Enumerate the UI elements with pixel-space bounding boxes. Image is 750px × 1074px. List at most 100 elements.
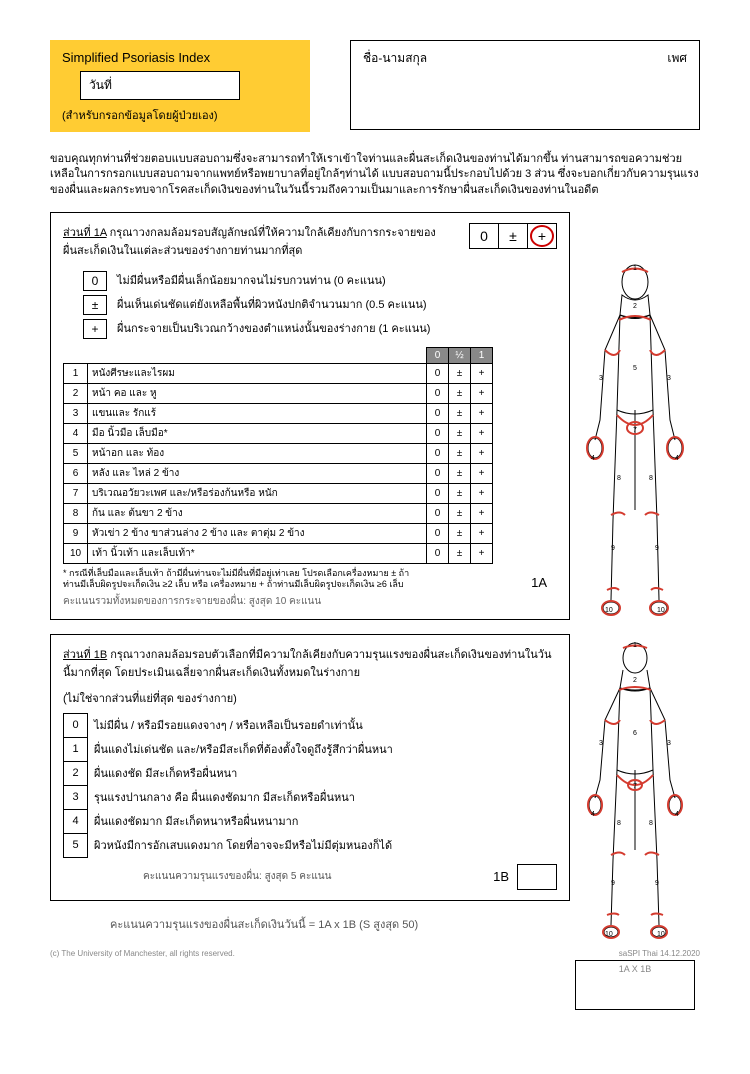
body-diagram-front: 12 33 44 57 88 99 1010 — [575, 260, 695, 625]
intro-text: ขอบคุณทุกท่านที่ช่วยตอบแบบสอบถามซึ่งจะสา… — [50, 152, 700, 198]
svg-text:8: 8 — [649, 820, 653, 827]
cell-plus[interactable]: + — [471, 404, 493, 424]
row-num: 1 — [64, 364, 88, 384]
table-row: 3 แขนและ รักแร้ 0 ± + — [64, 404, 493, 424]
result-box[interactable]: 1A X 1B — [575, 960, 695, 1010]
picker-plus[interactable]: + — [527, 223, 557, 249]
cell-0[interactable]: 0 — [427, 424, 449, 444]
legend-txt-1: ผื่นเห็นเด่นชัดแต่ยังเหลือพื้นที่ผิวหนัง… — [117, 295, 427, 313]
name-gender-box[interactable]: ชื่อ-นามสกุล เพศ — [350, 40, 700, 130]
table-row: 8 ก้น และ ต้นขา 2 ข้าง 0 ± + — [64, 504, 493, 524]
cell-plus[interactable]: + — [471, 504, 493, 524]
severity-txt: ผื่นแดงชัด มีสะเก็ดหรือผื่นหนา — [88, 761, 523, 785]
copyright-right: saSPI Thai 14.12.2020 — [619, 949, 700, 958]
severity-txt: ผื่นแดงไม่เด่นชัด และ/หรือมีสะเก็ดที่ต้อ… — [88, 737, 523, 761]
severity-sym[interactable]: 1 — [64, 737, 88, 761]
severity-row: 5 ผิวหนังมีการอักเสบแดงมาก โดยที่อาจจะมี… — [64, 833, 523, 857]
svg-text:3: 3 — [667, 375, 671, 382]
severity-sym[interactable]: 4 — [64, 809, 88, 833]
cell-pm[interactable]: ± — [449, 444, 471, 464]
row-label: แขนและ รักแร้ — [88, 404, 427, 424]
row-label: หน้าอก และ ท้อง — [88, 444, 427, 464]
cell-plus[interactable]: + — [471, 444, 493, 464]
footnote-1a: * กรณีที่เล็บมือและเล็บเท้า ถ้ามีผื่นท่า… — [63, 568, 423, 590]
picker-0[interactable]: 0 — [469, 223, 499, 249]
title-box: Simplified Psoriasis Index วันที่ (สำหรั… — [50, 40, 310, 132]
cell-0[interactable]: 0 — [427, 384, 449, 404]
row-num: 7 — [64, 484, 88, 504]
cell-0[interactable]: 0 — [427, 504, 449, 524]
cell-0[interactable]: 0 — [427, 524, 449, 544]
severity-txt: รุนแรงปานกลาง คือ ผื่นแดงชัดมาก มีสะเก็ด… — [88, 785, 523, 809]
svg-text:3: 3 — [599, 375, 603, 382]
row-label: หนังศีรษะและไรผม — [88, 364, 427, 384]
row-num: 9 — [64, 524, 88, 544]
cell-pm[interactable]: ± — [449, 384, 471, 404]
table-row: 5 หน้าอก และ ท้อง 0 ± + — [64, 444, 493, 464]
svg-text:8: 8 — [617, 820, 621, 827]
score-box-1b[interactable] — [517, 864, 557, 890]
row-label: บริเวณอวัยวะเพศ และ/หรือร่องก้นหรือ หนัก — [88, 484, 427, 504]
cell-pm[interactable]: ± — [449, 464, 471, 484]
severity-sym[interactable]: 3 — [64, 785, 88, 809]
section-1b-title: ส่วนที่ 1B กรุณาวงกลมล้อมรอบตัวเลือกที่ม… — [63, 645, 557, 681]
cell-plus[interactable]: + — [471, 464, 493, 484]
cell-plus[interactable]: + — [471, 524, 493, 544]
row-num: 4 — [64, 424, 88, 444]
name-label: ชื่อ-นามสกุล — [363, 49, 427, 121]
cell-plus[interactable]: + — [471, 384, 493, 404]
row-num: 2 — [64, 384, 88, 404]
table-row: 7 บริเวณอวัยวะเพศ และ/หรือร่องก้นหรือ หน… — [64, 484, 493, 504]
cell-pm[interactable]: ± — [449, 524, 471, 544]
date-field[interactable]: วันที่ — [80, 71, 240, 100]
header-row: Simplified Psoriasis Index วันที่ (สำหรั… — [50, 40, 700, 132]
form-subtitle: (สำหรับกรอกข้อมูลโดยผู้ป่วยเอง) — [62, 106, 298, 124]
svg-text:2: 2 — [633, 677, 637, 684]
severity-sym[interactable]: 0 — [64, 713, 88, 737]
table-row: 6 หลัง และ ไหล่ 2 ข้าง 0 ± + — [64, 464, 493, 484]
table-row: 4 มือ นิ้วมือ เล็บมือ* 0 ± + — [64, 424, 493, 444]
svg-text:10: 10 — [657, 607, 665, 614]
score-picker-1a[interactable]: 0 ± + — [470, 223, 557, 249]
score-label-1b: 1B — [493, 869, 509, 884]
cell-pm[interactable]: ± — [449, 424, 471, 444]
severity-sym[interactable]: 2 — [64, 761, 88, 785]
cell-pm[interactable]: ± — [449, 504, 471, 524]
cell-plus[interactable]: + — [471, 484, 493, 504]
picker-pm[interactable]: ± — [498, 223, 528, 249]
cell-0[interactable]: 0 — [427, 444, 449, 464]
cell-0[interactable]: 0 — [427, 404, 449, 424]
svg-text:1: 1 — [633, 642, 637, 649]
cell-0[interactable]: 0 — [427, 544, 449, 564]
cell-pm[interactable]: ± — [449, 404, 471, 424]
legend-sym-2: + — [83, 319, 107, 339]
cell-plus[interactable]: + — [471, 364, 493, 384]
row-num: 5 — [64, 444, 88, 464]
cell-0[interactable]: 0 — [427, 464, 449, 484]
table-row: 2 หน้า คอ และ หู 0 ± + — [64, 384, 493, 404]
cell-pm[interactable]: ± — [449, 544, 471, 564]
cell-0[interactable]: 0 — [427, 364, 449, 384]
svg-text:3: 3 — [667, 740, 671, 747]
row-label: หัวเข่า 2 ข้าง ขาส่วนล่าง 2 ข้าง และ ตาต… — [88, 524, 427, 544]
summary-1a: คะแนนรวมทั้งหมดของการกระจายของผื่น: สูงส… — [63, 594, 557, 609]
cell-plus[interactable]: + — [471, 544, 493, 564]
svg-text:4: 4 — [675, 811, 679, 818]
score-label-1a: 1A — [531, 575, 557, 590]
svg-text:8: 8 — [617, 475, 621, 482]
severity-sym[interactable]: 5 — [64, 833, 88, 857]
svg-text:1: 1 — [633, 265, 637, 272]
score-text-1b: คะแนนความรุนแรงของผื่น: สูงสุด 5 คะแนน — [143, 869, 331, 884]
form-title: Simplified Psoriasis Index — [62, 50, 298, 65]
svg-text:8: 8 — [649, 475, 653, 482]
svg-text:3: 3 — [599, 740, 603, 747]
cell-pm[interactable]: ± — [449, 484, 471, 504]
cell-pm[interactable]: ± — [449, 364, 471, 384]
row-label: ก้น และ ต้นขา 2 ข้าง — [88, 504, 427, 524]
cell-0[interactable]: 0 — [427, 484, 449, 504]
th-half: ½ — [449, 348, 471, 364]
svg-text:10: 10 — [605, 607, 613, 614]
cell-plus[interactable]: + — [471, 424, 493, 444]
section-1a-label: ส่วนที่ 1A — [63, 227, 107, 239]
svg-text:7: 7 — [633, 427, 637, 434]
